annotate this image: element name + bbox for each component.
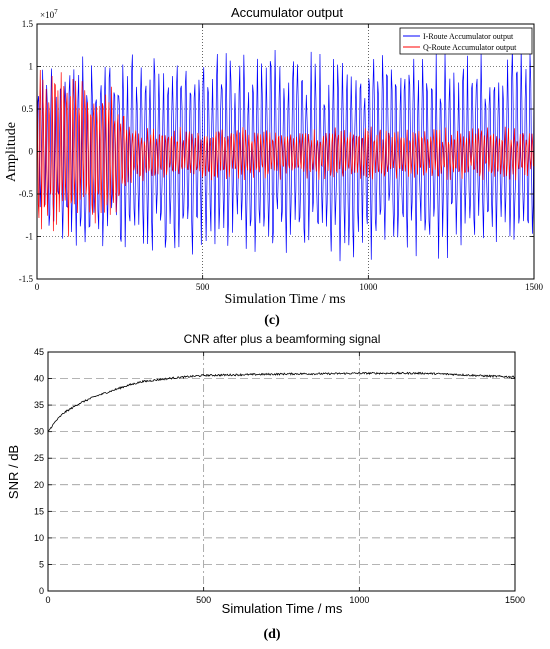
plot-area	[47, 371, 516, 432]
y-tick-label: 0	[29, 147, 34, 157]
y-tick-label: 35	[34, 400, 44, 410]
series-line-q-route	[36, 69, 535, 237]
x-axis-label: Simulation Time / ms	[225, 292, 346, 307]
cnr-chart: CNR after plus a beamforming signal 0 5 10…	[6, 332, 525, 642]
y-tick-label: 15	[34, 506, 44, 516]
y-axis-label: SNR / dB	[6, 445, 21, 499]
x-tick-label: 500	[196, 282, 210, 292]
legend: I-Route Accumulator output Q-Route Accum…	[399, 27, 533, 55]
panel-label-c: (c)	[264, 313, 280, 328]
y-axis-label: Amplitude	[4, 122, 19, 182]
y-tick-label: 5	[39, 559, 44, 569]
x-tick-label: 1000	[359, 282, 378, 292]
y-exponent-label: ×107	[40, 8, 58, 20]
y-tick-label: 1.5	[22, 19, 34, 29]
x-tick-label: 500	[196, 595, 211, 605]
plot-area	[36, 47, 535, 262]
x-tick-label: 0	[45, 595, 50, 605]
y-tick-label: -0.5	[19, 189, 34, 199]
chart-title: Accumulator output	[231, 5, 343, 20]
y-tick-label: 1	[29, 62, 34, 72]
y-tick-label: 30	[34, 427, 44, 437]
y-tick-label: 10	[34, 533, 44, 543]
y-tick-label: -1	[26, 232, 34, 242]
legend-label-q-route: Q-Route Accumulator output	[423, 43, 517, 52]
y-tick-label: 0.5	[22, 104, 34, 114]
y-tick-label: 40	[34, 374, 44, 384]
x-tick-label: 1000	[349, 595, 369, 605]
axis-ticks: 0 5 10 15 20 25 30 35 40 45 0 500 1000 1500	[34, 347, 525, 605]
x-tick-label: 1500	[505, 595, 525, 605]
axis-ticks: -1.5 -1 -0.5 0 0.5 1 1.5 0 500 1000 1500	[19, 19, 544, 292]
x-tick-label: 0	[35, 282, 40, 292]
y-tick-label: -1.5	[19, 274, 34, 284]
accumulator-output-chart: Accumulator output ×107 -1.5 -1 -0.5 0 0.5 1 1…	[4, 5, 544, 328]
chart-title: CNR after plus a beamforming signal	[184, 332, 381, 346]
legend-box	[399, 27, 533, 55]
axes-frame	[47, 351, 516, 592]
x-tick-label: 1500	[525, 282, 544, 292]
y-tick-label: 25	[34, 453, 44, 463]
series-line-snr	[47, 371, 516, 432]
y-tick-label: 20	[34, 480, 44, 490]
legend-label-i-route: I-Route Accumulator output	[423, 32, 514, 41]
axes-frame	[36, 23, 535, 280]
y-tick-label: 45	[34, 347, 44, 357]
x-axis-label: Simulation Time / ms	[222, 601, 343, 616]
panel-label-d: (d)	[263, 627, 280, 642]
grid	[48, 352, 515, 591]
y-tick-label: 0	[39, 586, 44, 596]
